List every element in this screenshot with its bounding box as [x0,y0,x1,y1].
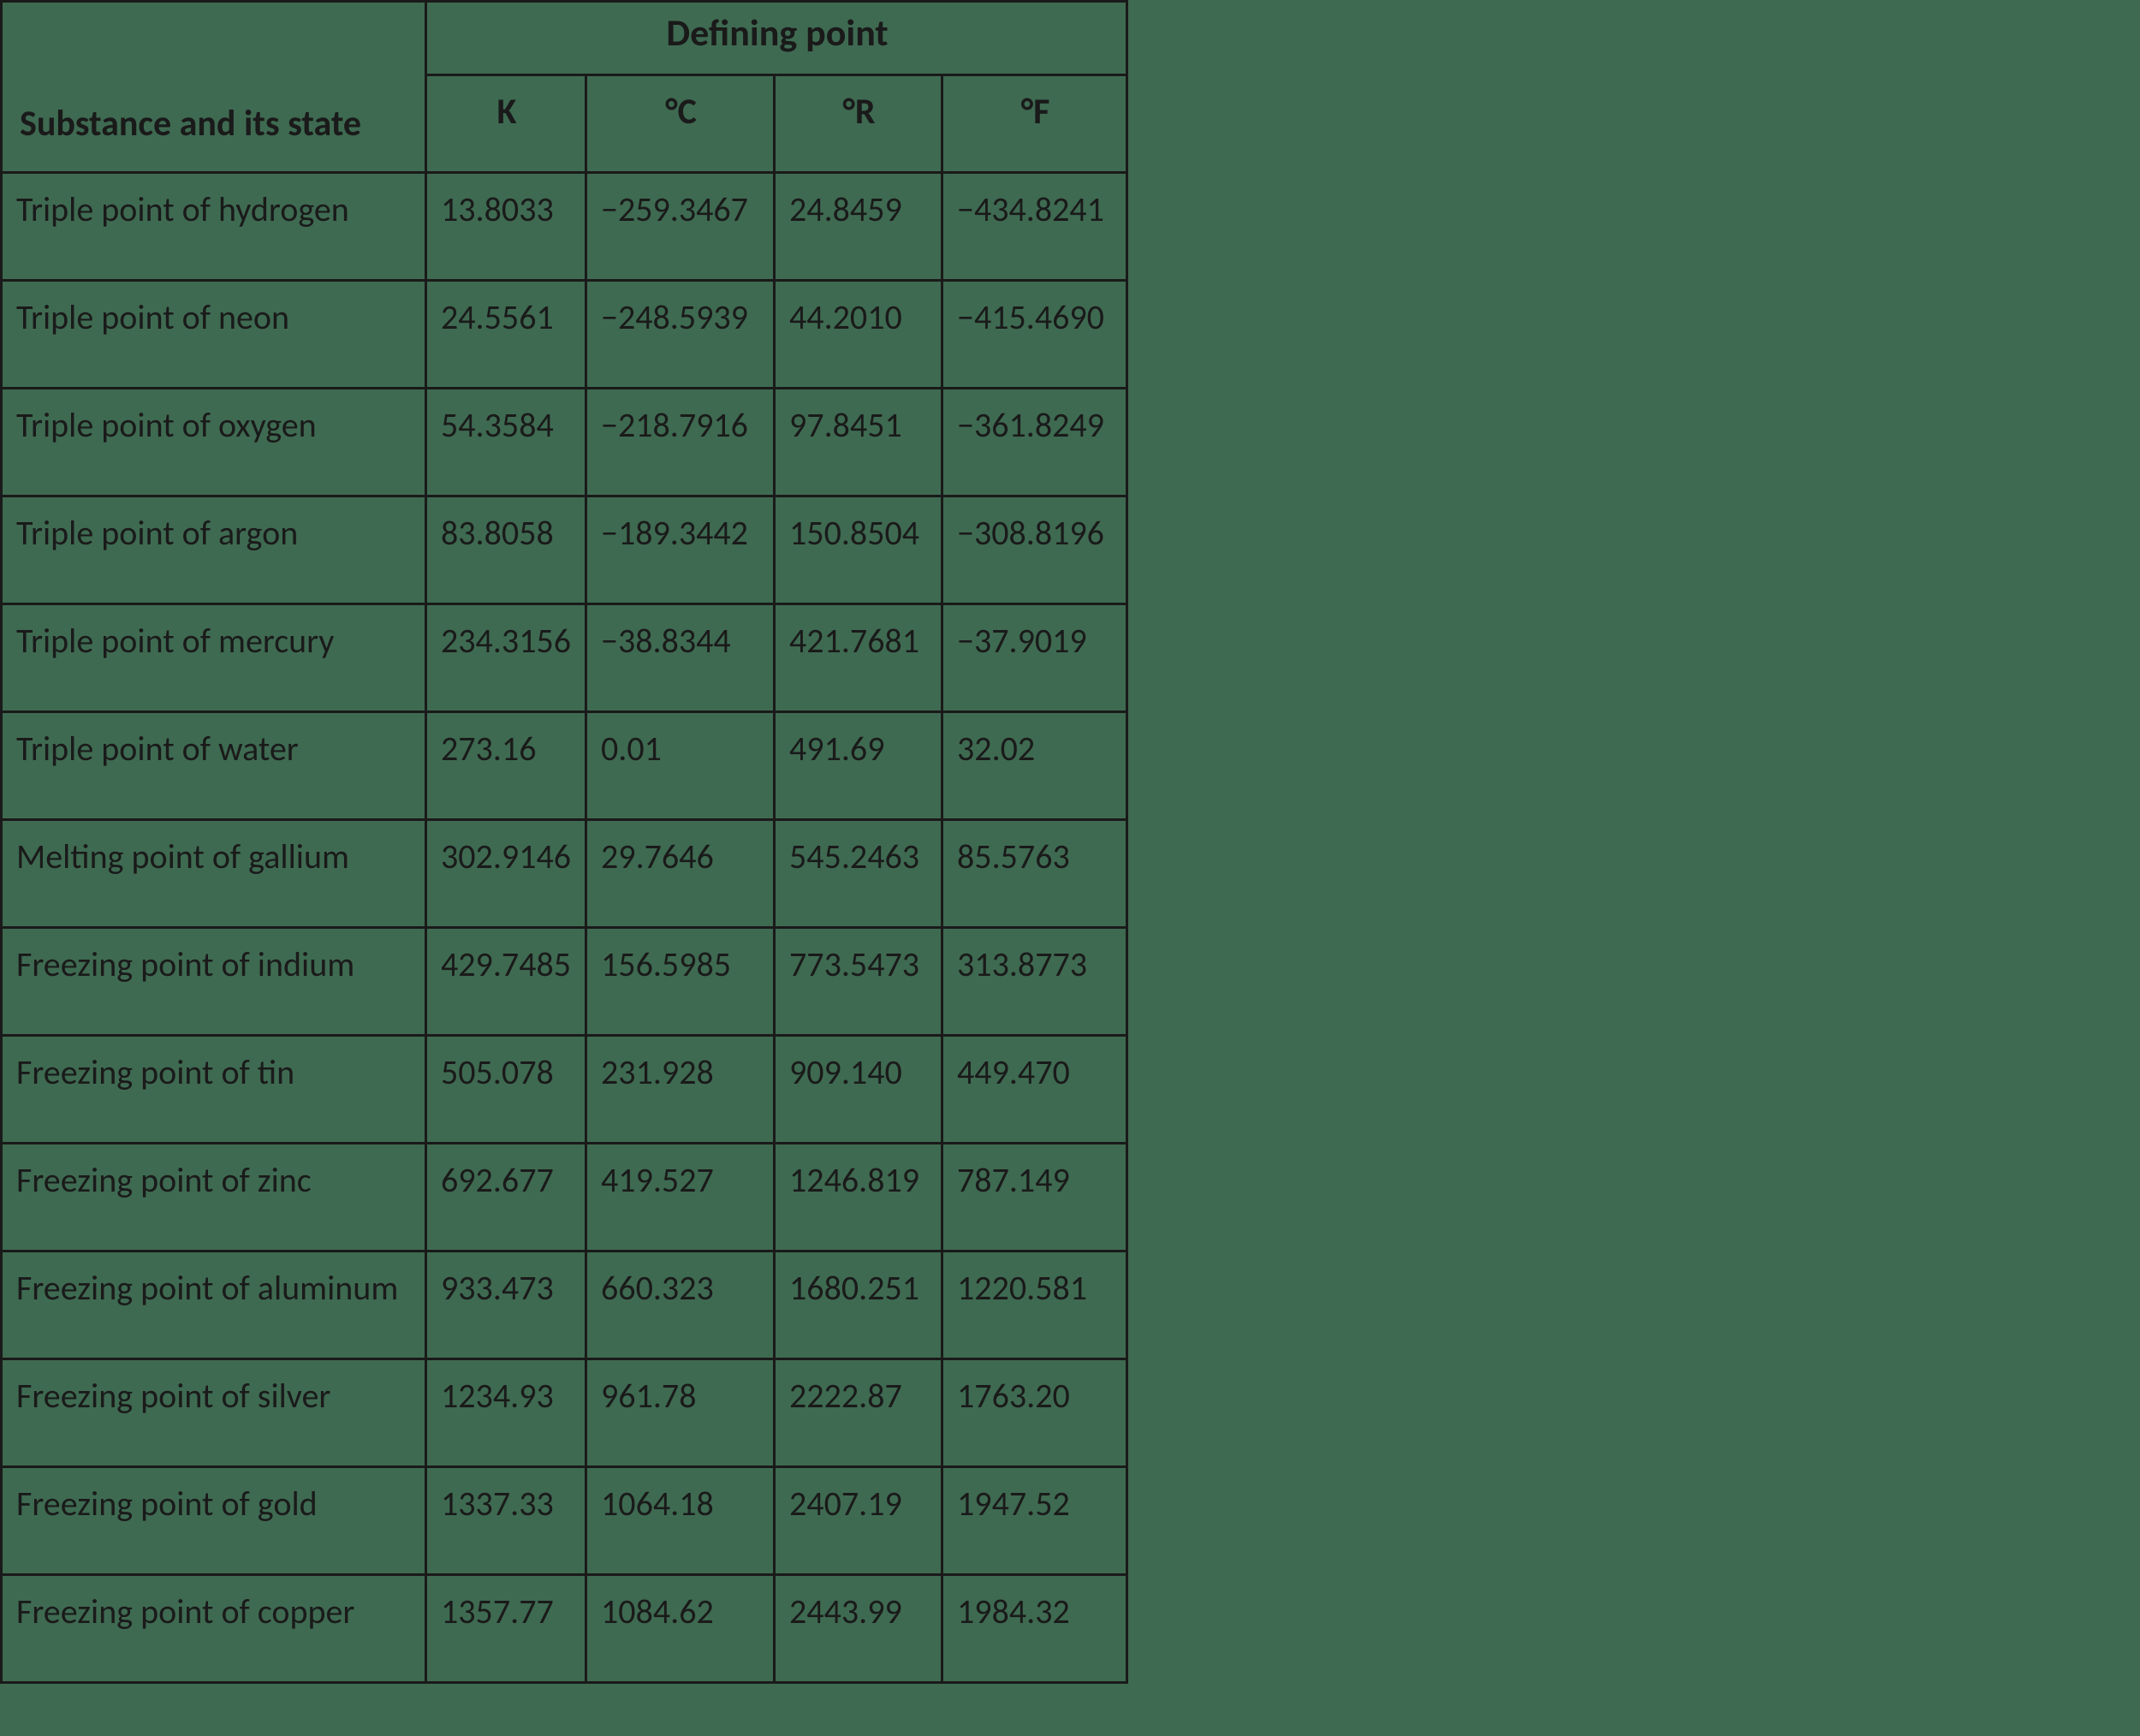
value-cell: 1357.77 [426,1575,586,1683]
substance-label: Freezing point of indium [2,928,426,1036]
value-cell: 1337.33 [426,1467,586,1575]
table-row: Freezing point of copper1357.771084.6224… [2,1575,1127,1683]
table-row: Freezing point of indium429.7485156.5985… [2,928,1127,1036]
value-cell: 2407.19 [775,1467,942,1575]
spanner-header: Defining point [426,2,1127,75]
table-row: Freezing point of gold1337.331064.182407… [2,1467,1127,1575]
value-cell: 29.7646 [586,820,775,928]
table-row: Triple point of water273.160.01491.6932.… [2,712,1127,820]
value-cell: −37.9019 [942,604,1127,712]
value-cell: −361.8249 [942,389,1127,496]
table-row: Freezing point of tin505.078231.928909.1… [2,1036,1127,1144]
value-cell: 1984.32 [942,1575,1127,1683]
value-cell: 419.527 [586,1144,775,1251]
value-cell: 150.8504 [775,496,942,604]
value-cell: 933.473 [426,1251,586,1359]
value-cell: 421.7681 [775,604,942,712]
value-cell: 429.7485 [426,928,586,1036]
value-cell: 773.5473 [775,928,942,1036]
table-head: Substance and its state Defining point K… [2,2,1127,173]
value-cell: 491.69 [775,712,942,820]
value-cell: 660.323 [586,1251,775,1359]
value-cell: 83.8058 [426,496,586,604]
value-cell: −434.8241 [942,173,1127,281]
substance-label: Triple point of hydrogen [2,173,426,281]
value-cell: −218.7916 [586,389,775,496]
table-row: Triple point of mercury234.3156−38.83444… [2,604,1127,712]
header-row-1: Substance and its state Defining point [2,2,1127,75]
value-cell: 0.01 [586,712,775,820]
table-body: Triple point of hydrogen13.8033−259.3467… [2,173,1127,1683]
substance-label: Freezing point of gold [2,1467,426,1575]
value-cell: −189.3442 [586,496,775,604]
substance-label: Freezing point of silver [2,1359,426,1467]
value-cell: 1947.52 [942,1467,1127,1575]
substance-label: Triple point of neon [2,281,426,389]
table-row: Freezing point of zinc692.677419.5271246… [2,1144,1127,1251]
substance-label: Triple point of mercury [2,604,426,712]
value-cell: 24.8459 [775,173,942,281]
substance-label: Triple point of water [2,712,426,820]
value-cell: 85.5763 [942,820,1127,928]
value-cell: 234.3156 [426,604,586,712]
substance-label: Freezing point of zinc [2,1144,426,1251]
value-cell: 1084.62 [586,1575,775,1683]
substance-label: Triple point of argon [2,496,426,604]
value-cell: 24.5561 [426,281,586,389]
unit-header-f: °F [942,75,1127,173]
value-cell: 302.9146 [426,820,586,928]
value-cell: 32.02 [942,712,1127,820]
value-cell: 2443.99 [775,1575,942,1683]
value-cell: −415.4690 [942,281,1127,389]
value-cell: 97.8451 [775,389,942,496]
value-cell: 313.8773 [942,928,1127,1036]
value-cell: 44.2010 [775,281,942,389]
table-row: Freezing point of silver1234.93961.78222… [2,1359,1127,1467]
value-cell: 1220.581 [942,1251,1127,1359]
value-cell: 1234.93 [426,1359,586,1467]
value-cell: 692.677 [426,1144,586,1251]
value-cell: 505.078 [426,1036,586,1144]
value-cell: −248.5939 [586,281,775,389]
value-cell: 1246.819 [775,1144,942,1251]
defining-points-table: Substance and its state Defining point K… [0,0,1128,1684]
substance-label: Freezing point of copper [2,1575,426,1683]
value-cell: 273.16 [426,712,586,820]
value-cell: 909.140 [775,1036,942,1144]
value-cell: 13.8033 [426,173,586,281]
table-row: Triple point of hydrogen13.8033−259.3467… [2,173,1127,281]
value-cell: 1680.251 [775,1251,942,1359]
value-cell: 2222.87 [775,1359,942,1467]
substance-label: Freezing point of aluminum [2,1251,426,1359]
value-cell: −38.8344 [586,604,775,712]
value-cell: 156.5985 [586,928,775,1036]
value-cell: 1064.18 [586,1467,775,1575]
substance-label: Triple point of oxygen [2,389,426,496]
value-cell: 545.2463 [775,820,942,928]
value-cell: 1763.20 [942,1359,1127,1467]
value-cell: −308.8196 [942,496,1127,604]
value-cell: −259.3467 [586,173,775,281]
unit-header-r: °R [775,75,942,173]
table-row: Triple point of argon83.8058−189.3442150… [2,496,1127,604]
unit-header-c: °C [586,75,775,173]
row-header-label: Substance and its state [2,2,426,173]
unit-header-k: K [426,75,586,173]
value-cell: 449.470 [942,1036,1127,1144]
table-row: Melting point of gallium302.914629.76465… [2,820,1127,928]
value-cell: 787.149 [942,1144,1127,1251]
table-row: Triple point of neon24.5561−248.593944.2… [2,281,1127,389]
value-cell: 54.3584 [426,389,586,496]
value-cell: 961.78 [586,1359,775,1467]
value-cell: 231.928 [586,1036,775,1144]
substance-label: Freezing point of tin [2,1036,426,1144]
table-row: Freezing point of aluminum933.473660.323… [2,1251,1127,1359]
substance-label: Melting point of gallium [2,820,426,928]
table-row: Triple point of oxygen54.3584−218.791697… [2,389,1127,496]
